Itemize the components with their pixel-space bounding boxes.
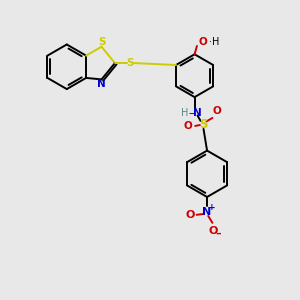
Text: H: H	[182, 108, 189, 118]
Text: +: +	[208, 202, 216, 211]
Text: –: –	[189, 108, 194, 118]
Text: O: O	[183, 121, 192, 131]
Text: S: S	[127, 58, 134, 68]
Text: O: O	[199, 37, 207, 47]
Text: O: O	[185, 210, 195, 220]
Text: –: –	[215, 229, 220, 239]
Text: N: N	[202, 207, 212, 218]
Text: O: O	[212, 106, 221, 116]
Text: N: N	[193, 108, 201, 118]
Text: ·H: ·H	[209, 37, 219, 47]
Text: S: S	[199, 118, 208, 131]
Text: O: O	[208, 226, 218, 236]
Text: S: S	[98, 37, 105, 47]
Text: N: N	[98, 80, 106, 89]
